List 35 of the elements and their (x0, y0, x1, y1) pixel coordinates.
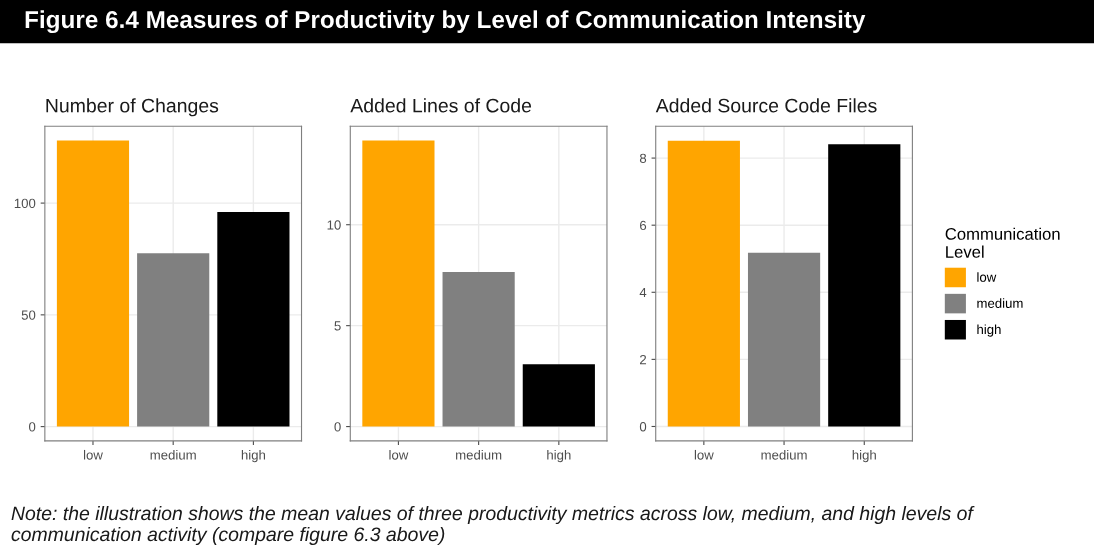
legend-label: high (977, 324, 1001, 337)
x-tick-label: medium (150, 449, 196, 460)
y-tick-label: 4 (639, 287, 647, 298)
y-tick-label: 8 (639, 153, 647, 163)
chart-title: Added Lines of Code (350, 98, 532, 113)
text: Note: the illustration shows the mean values of three productivity metrics across low, medium, and high levels of communication activity (compare figure 6.3 above) (11, 505, 975, 546)
legend-title: Communication Level (945, 227, 1060, 258)
bar (217, 212, 290, 427)
y-tick-label: 5 (334, 321, 341, 331)
y-tick-label: 0 (334, 422, 341, 432)
x-tick-label: high (547, 449, 571, 463)
bar (137, 253, 210, 427)
legend-label: medium (977, 298, 1023, 308)
bar (522, 364, 595, 427)
x-tick-label: low (389, 449, 409, 460)
x-tick-label: low (83, 449, 103, 460)
chart-title: Added Source Code Files (655, 98, 877, 113)
bar (56, 140, 130, 427)
x-tick-label: high (852, 449, 876, 463)
chart-title: Number of Changes (46, 98, 219, 117)
y-tick-label: 100 (14, 198, 36, 209)
y-tick-label: 0 (29, 422, 36, 432)
y-tick-label: 2 (640, 354, 647, 365)
x-tick-label: medium (456, 449, 502, 460)
y-tick-label: 0 (639, 422, 647, 432)
y-tick-label: 10 (327, 220, 341, 230)
y-tick-label: 50 (21, 310, 36, 320)
bar (362, 140, 435, 427)
x-tick-label: high (241, 449, 266, 463)
y-tick-label: 6 (640, 220, 647, 231)
caption: Figure 6.4 Measures of Productivity by Level of Communication Intensity (25, 10, 866, 34)
legend-label: low (977, 272, 997, 282)
bar (442, 271, 515, 427)
x-tick-label: medium (761, 449, 807, 460)
x-tick-label: low (694, 449, 714, 460)
